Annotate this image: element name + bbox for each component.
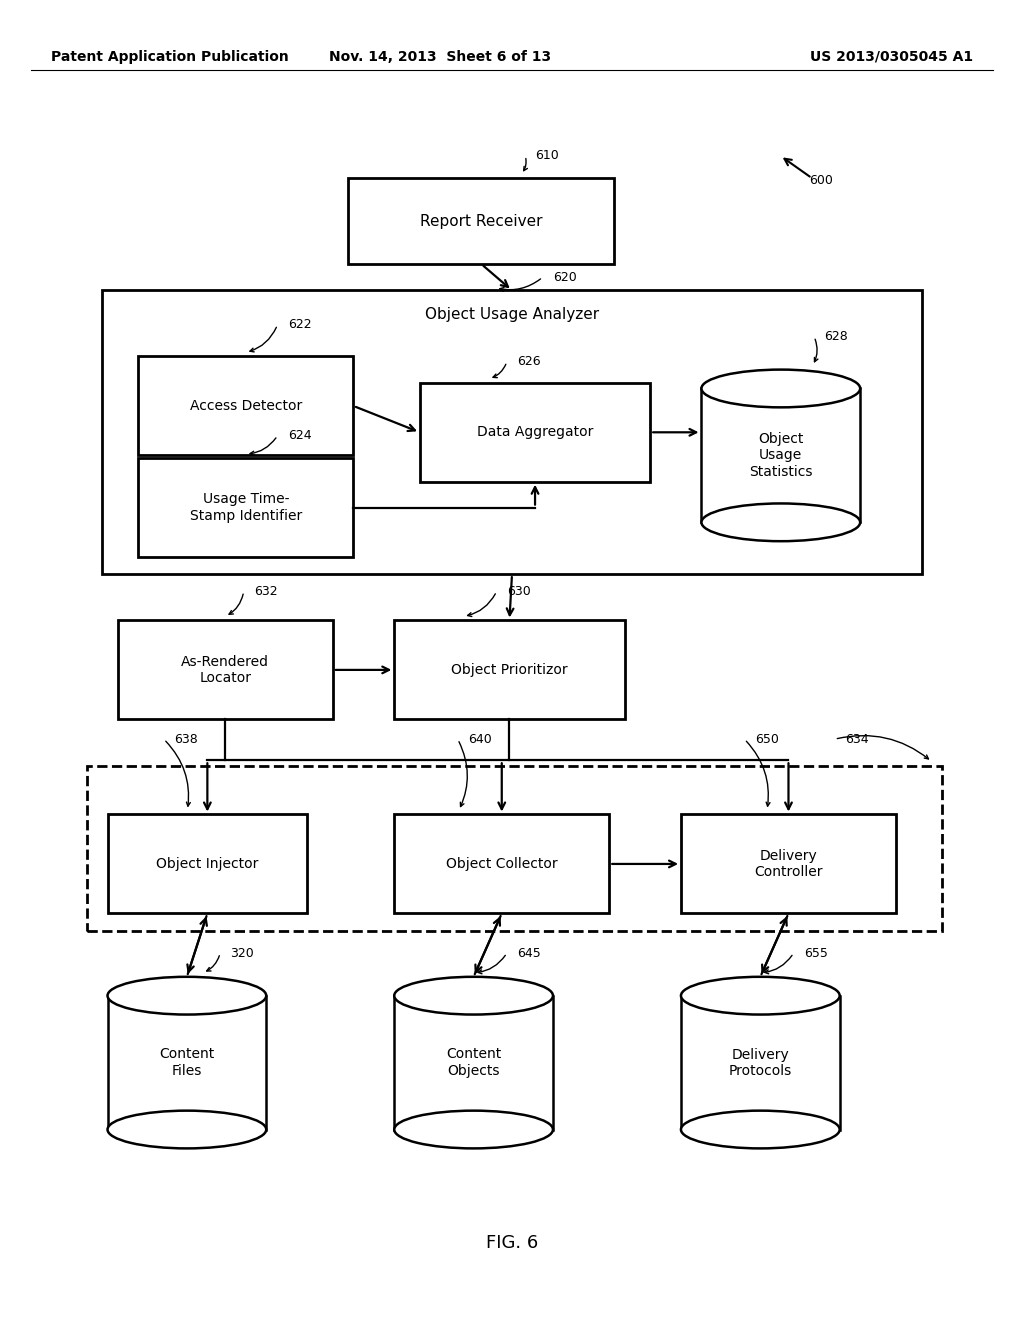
- Text: Object Injector: Object Injector: [157, 857, 258, 871]
- Ellipse shape: [108, 1110, 266, 1148]
- Ellipse shape: [681, 977, 840, 1015]
- Text: Data Aggregator: Data Aggregator: [477, 425, 593, 440]
- Text: As-Rendered
Locator: As-Rendered Locator: [181, 655, 269, 685]
- Text: Patent Application Publication: Patent Application Publication: [51, 50, 289, 63]
- Text: Report Receiver: Report Receiver: [420, 214, 543, 228]
- Text: FIG. 6: FIG. 6: [485, 1234, 539, 1253]
- FancyBboxPatch shape: [420, 383, 650, 482]
- FancyBboxPatch shape: [108, 814, 307, 913]
- Text: 626: 626: [517, 355, 541, 368]
- FancyBboxPatch shape: [138, 458, 353, 557]
- Ellipse shape: [394, 1110, 553, 1148]
- Text: Object Prioritizor: Object Prioritizor: [452, 663, 567, 677]
- Text: Object Usage Analyzer: Object Usage Analyzer: [425, 306, 599, 322]
- Text: Content
Objects: Content Objects: [446, 1048, 501, 1077]
- Text: 620: 620: [553, 271, 577, 284]
- Text: 630: 630: [507, 585, 530, 598]
- FancyBboxPatch shape: [701, 388, 860, 523]
- Ellipse shape: [108, 977, 266, 1015]
- Ellipse shape: [701, 503, 860, 541]
- Text: 645: 645: [517, 946, 541, 960]
- Text: 320: 320: [230, 946, 254, 960]
- Text: 622: 622: [288, 318, 311, 331]
- FancyBboxPatch shape: [138, 356, 353, 455]
- Text: Access Detector: Access Detector: [189, 399, 302, 413]
- Text: 628: 628: [824, 330, 848, 343]
- Text: Delivery
Controller: Delivery Controller: [755, 849, 822, 879]
- Text: 638: 638: [174, 733, 198, 746]
- Text: 640: 640: [468, 733, 492, 746]
- Ellipse shape: [681, 1110, 840, 1148]
- Text: Content
Files: Content Files: [160, 1048, 214, 1077]
- Text: Object
Usage
Statistics: Object Usage Statistics: [749, 432, 813, 479]
- Text: Nov. 14, 2013  Sheet 6 of 13: Nov. 14, 2013 Sheet 6 of 13: [330, 50, 551, 63]
- FancyBboxPatch shape: [348, 178, 614, 264]
- FancyBboxPatch shape: [394, 814, 609, 913]
- FancyBboxPatch shape: [87, 766, 942, 931]
- Text: Delivery
Protocols: Delivery Protocols: [729, 1048, 792, 1077]
- Text: 655: 655: [804, 946, 827, 960]
- Text: 634: 634: [845, 733, 868, 746]
- Text: 632: 632: [254, 585, 278, 598]
- FancyBboxPatch shape: [118, 620, 333, 719]
- Text: 610: 610: [536, 149, 559, 162]
- FancyBboxPatch shape: [108, 995, 266, 1130]
- FancyBboxPatch shape: [681, 814, 896, 913]
- Text: 650: 650: [755, 733, 778, 746]
- Text: 600: 600: [809, 174, 833, 187]
- FancyBboxPatch shape: [394, 995, 553, 1130]
- FancyBboxPatch shape: [102, 290, 922, 574]
- FancyBboxPatch shape: [681, 995, 840, 1130]
- Text: 624: 624: [288, 429, 311, 442]
- FancyBboxPatch shape: [394, 620, 625, 719]
- Text: US 2013/0305045 A1: US 2013/0305045 A1: [810, 50, 973, 63]
- Text: Object Collector: Object Collector: [445, 857, 558, 871]
- Ellipse shape: [701, 370, 860, 408]
- Text: Usage Time-
Stamp Identifier: Usage Time- Stamp Identifier: [189, 492, 302, 523]
- Ellipse shape: [394, 977, 553, 1015]
